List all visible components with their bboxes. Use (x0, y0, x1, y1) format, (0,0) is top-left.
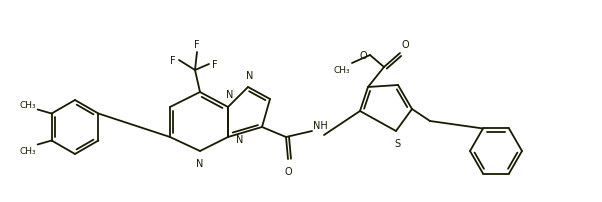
Text: CH₃: CH₃ (20, 100, 37, 109)
Text: N: N (196, 158, 203, 168)
Text: F: F (170, 56, 176, 66)
Text: F: F (212, 60, 218, 70)
Text: NH: NH (313, 120, 327, 130)
Text: O: O (284, 166, 292, 176)
Text: CH₃: CH₃ (20, 146, 37, 155)
Text: O: O (359, 51, 367, 61)
Text: N: N (246, 71, 253, 81)
Text: S: S (394, 138, 400, 148)
Text: O: O (402, 40, 409, 50)
Text: N: N (226, 89, 234, 100)
Text: F: F (194, 40, 200, 50)
Text: N: N (236, 134, 243, 144)
Text: CH₃: CH₃ (334, 66, 350, 75)
